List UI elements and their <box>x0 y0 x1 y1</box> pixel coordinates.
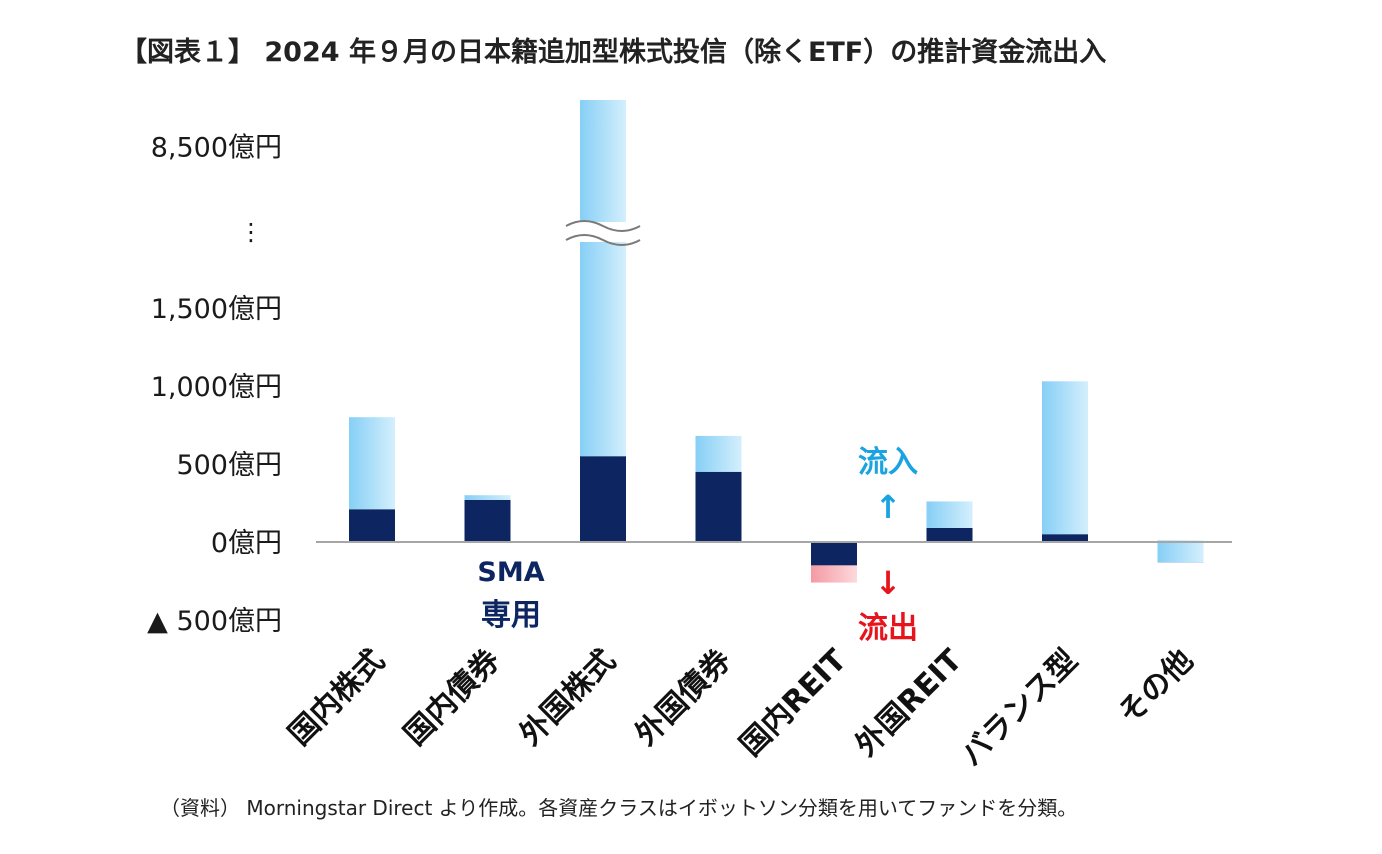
category-label-group: 国内REIT <box>733 643 854 764</box>
y-tick-label: ▲ 500億円 <box>147 606 282 637</box>
source-note: （資料） Morningstar Direct より作成。各資産クラスはイボット… <box>160 796 1078 820</box>
sma-label-line1: SMA <box>477 557 544 588</box>
axis-break-ellipsis: ⋮ <box>239 218 263 246</box>
outflow-arrow: ↓ <box>875 564 902 602</box>
bar-sma-1 <box>464 499 511 542</box>
bar-non-sma-1 <box>464 495 511 500</box>
inflow-label: 流入 <box>858 445 918 480</box>
chart-title: 【図表１】 2024 年９月の日本籍追加型株式投信（除くETF）の推計資金流出入 <box>120 37 1107 68</box>
axis-break-gap <box>566 222 640 242</box>
category-label: その他 <box>1112 643 1200 731</box>
category-label-group: 外国債券 <box>629 642 739 752</box>
bar-non-sma-7 <box>1157 540 1204 563</box>
category-label-group: バランス型 <box>954 643 1084 773</box>
axis-break-wave-top <box>565 220 641 232</box>
category-label-group: その他 <box>1112 643 1200 731</box>
bar-non-sma-5 <box>926 501 973 528</box>
bar-non-sma-6 <box>1042 381 1088 535</box>
category-label: バランス型 <box>954 643 1084 773</box>
category-label: 国内債券 <box>398 642 508 752</box>
category-label: 国内REIT <box>733 643 854 764</box>
category-label-group: 国内株式 <box>282 643 392 753</box>
y-tick-label: 500億円 <box>176 450 282 481</box>
bar-non-sma-2 <box>580 100 626 457</box>
bar-sma-4 <box>811 542 857 566</box>
y-tick-label: 1,500億円 <box>151 294 282 325</box>
category-label: 国内株式 <box>282 643 392 753</box>
bar-sma-2 <box>580 456 626 542</box>
sma-label-line2: 専用 <box>481 598 541 633</box>
y-tick-label: 0億円 <box>211 528 282 559</box>
bar-sma-6 <box>1042 534 1088 542</box>
category-label: 外国債券 <box>629 642 739 752</box>
bar-non-sma-4 <box>811 565 857 583</box>
y-tick-label: 8,500億円 <box>151 133 282 164</box>
category-label-group: 外国REIT <box>849 643 970 764</box>
axis-break-wave-bottom <box>565 234 641 246</box>
inflow-arrow: ↑ <box>875 488 902 526</box>
bar-sma-0 <box>349 509 395 542</box>
outflow-label: 流出 <box>858 611 918 646</box>
bar-non-sma-3 <box>695 435 742 472</box>
category-label: 外国REIT <box>849 643 970 764</box>
category-label: 外国株式 <box>513 643 623 753</box>
bar-non-sma-0 <box>349 417 395 510</box>
bar-sma-5 <box>926 527 973 542</box>
category-label-group: 外国株式 <box>513 643 623 753</box>
bar-sma-3 <box>695 471 742 542</box>
y-tick-label: 1,000億円 <box>151 372 282 403</box>
category-label-group: 国内債券 <box>398 642 508 752</box>
